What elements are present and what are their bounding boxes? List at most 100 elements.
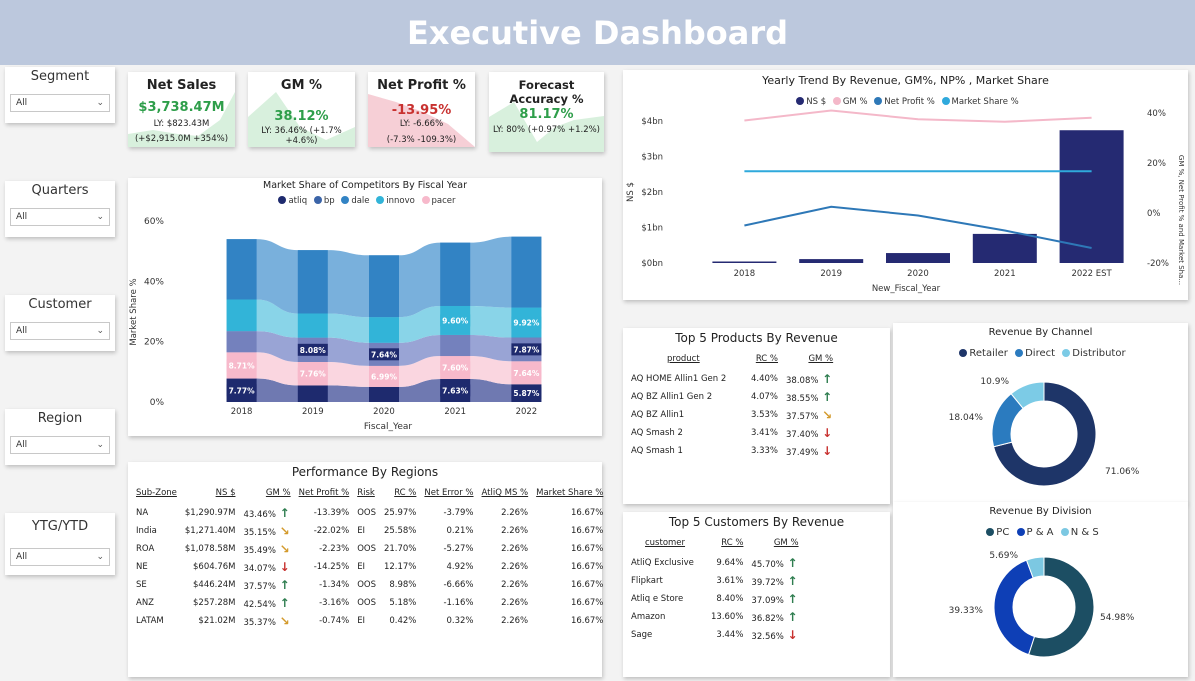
- x-tick-label: 2022: [516, 407, 538, 417]
- risk-cell: OOS: [357, 544, 376, 554]
- slice-p-a[interactable]: [993, 559, 1036, 656]
- legend-item-distributor[interactable]: Distributor: [1058, 348, 1126, 359]
- bar-innovo-2019[interactable]: [297, 313, 328, 338]
- table-row[interactable]: AtliQ Exclusive 9.64% 45.70% ↑: [627, 554, 803, 572]
- table-row[interactable]: AQ BZ Allin1 Gen 2 4.07% 38.55% ↑: [627, 388, 837, 406]
- net-profit-card[interactable]: Net Profit % -13.95% LY: -6.66% (-7.3% -…: [368, 72, 475, 147]
- ytg-ytd-dropdown[interactable]: All ⌄: [10, 548, 110, 566]
- bar-dale-2022[interactable]: [511, 236, 542, 308]
- table-row[interactable]: AQ BZ Allin1 3.53% 37.57% ↘: [627, 406, 837, 424]
- table-row[interactable]: AQ Smash 2 3.41% 37.40% ↓: [627, 424, 837, 442]
- legend-item-direct[interactable]: Direct: [1011, 348, 1055, 359]
- col-header[interactable]: product: [667, 354, 700, 364]
- col-header[interactable]: AtliQ MS %: [481, 488, 529, 498]
- legend-item-pacer[interactable]: pacer: [418, 196, 456, 206]
- slicer-value: All: [16, 552, 28, 562]
- table-row[interactable]: LATAM $21.02M 35.37% ↘ -0.74% EI 0.42% 0.32% 2.…: [132, 612, 607, 630]
- gm-cell: 37.09% ↑: [751, 592, 798, 606]
- table-row[interactable]: AQ HOME Allin1 Gen 2 4.40% 38.08% ↑: [627, 370, 837, 388]
- kpi-last-year: LY: 36.46% (+1.7% +4.6%): [261, 126, 342, 146]
- col-header[interactable]: Net Profit %: [298, 488, 350, 498]
- table-row[interactable]: AQ Smash 1 3.33% 37.49% ↓: [627, 442, 837, 460]
- legend-dot-icon: [1015, 349, 1024, 357]
- col-header[interactable]: GM %: [265, 488, 291, 498]
- net-sales-card[interactable]: Net Sales $3,738.47M LY: $823.43M (+$2,9…: [128, 72, 235, 147]
- col-header[interactable]: GM %: [773, 538, 799, 548]
- bar-bp-2018[interactable]: [226, 331, 257, 353]
- table-row[interactable]: NE $604.76M 34.07% ↓ -14.25% EI 12.17% 4.92% 2.…: [132, 558, 607, 576]
- data-label-bg: [297, 343, 328, 356]
- col-header[interactable]: customer: [645, 538, 686, 548]
- legend-label: PC: [996, 527, 1010, 538]
- bar-ns-2022 EST[interactable]: [1059, 130, 1124, 263]
- gm-card[interactable]: GM % 38.12% LY: 36.46% (+1.7% +4.6%): [248, 72, 355, 147]
- table-row[interactable]: Flipkart 3.61% 39.72% ↑: [627, 572, 803, 590]
- table-row[interactable]: ANZ $257.28M 42.54% ↑ -3.16% OOS 5.18% -1.16% 2…: [132, 594, 607, 612]
- table-row[interactable]: ROA $1,078.58M 35.49% ↘ -2.23% OOS 21.70% -5.2…: [132, 540, 607, 558]
- col-header[interactable]: Net Error %: [424, 488, 474, 498]
- data-label-bg: [440, 384, 471, 397]
- net-profit-cell: -1.34%: [319, 580, 350, 590]
- legend-item-retailer[interactable]: Retailer: [955, 348, 1008, 359]
- legend-item-atliq[interactable]: atliq: [274, 196, 307, 206]
- data-label-bg: [369, 370, 399, 383]
- col-header[interactable]: RC %: [755, 354, 779, 364]
- bar-ns-2019[interactable]: [799, 259, 864, 263]
- table-row[interactable]: Amazon 13.60% 36.82% ↑: [627, 608, 803, 626]
- legend-item-gm[interactable]: GM %: [829, 97, 868, 107]
- line-gm-[interactable]: [744, 109, 1092, 123]
- bar-ns-2018[interactable]: [712, 261, 777, 264]
- slice-n-s[interactable]: [1025, 556, 1045, 579]
- table-row[interactable]: NA $1,290.97M 43.46% ↑ -13.39% OOS 25.97% -3.7…: [132, 504, 607, 522]
- gm-cell: 32.56% ↓: [751, 628, 798, 642]
- legend-item-ns[interactable]: N & S: [1057, 527, 1099, 538]
- slice-distributor[interactable]: [1010, 381, 1045, 410]
- col-header[interactable]: GM %: [808, 354, 834, 364]
- market-share-cell: 16.67%: [570, 616, 604, 626]
- region-dropdown[interactable]: All ⌄: [10, 436, 110, 454]
- bar-bp-2021[interactable]: [440, 334, 471, 357]
- legend-dot-icon: [421, 196, 430, 204]
- bar-ns-2020[interactable]: [886, 253, 950, 263]
- table-row[interactable]: SE $446.24M 37.57% ↑ -1.34% OOS 8.98% -6.66% 2.…: [132, 576, 607, 594]
- bar-innovo-2018[interactable]: [226, 299, 257, 332]
- col-header[interactable]: Sub-Zone: [136, 488, 177, 498]
- y-tick-label: $0bn: [641, 259, 663, 269]
- legend-item-pa[interactable]: P & A: [1013, 527, 1054, 538]
- legend-item-net-profit[interactable]: Net Profit %: [870, 97, 935, 107]
- bar-dale-2019[interactable]: [297, 250, 328, 314]
- bar-dale-2020[interactable]: [369, 255, 399, 318]
- legend-item-bp[interactable]: bp: [310, 196, 335, 206]
- col-header[interactable]: Market Share %: [536, 488, 604, 498]
- forecast-accuracy-card[interactable]: Forecast Accuracy % 81.17% LY: 80% (+0.9…: [489, 72, 604, 152]
- col-header[interactable]: RC %: [394, 488, 417, 498]
- slice-pc[interactable]: [1027, 556, 1095, 658]
- col-header[interactable]: RC %: [721, 538, 744, 548]
- col-header[interactable]: Risk: [357, 488, 375, 498]
- slice-retailer[interactable]: [992, 381, 1097, 487]
- legend-dot-icon: [376, 196, 385, 204]
- table-row[interactable]: Atliq e Store 8.40% 37.09% ↑: [627, 590, 803, 608]
- name-cell: AQ Smash 1: [631, 446, 683, 456]
- legend-item-dale[interactable]: dale: [337, 196, 370, 206]
- legend-item-pc[interactable]: PC: [982, 527, 1009, 538]
- bar-innovo-2020[interactable]: [369, 317, 399, 343]
- customer-dropdown[interactable]: All ⌄: [10, 322, 110, 340]
- table-row[interactable]: Sage 3.44% 32.56% ↓: [627, 626, 803, 644]
- rc-cell: 5.18%: [389, 598, 417, 608]
- bar-dale-2021[interactable]: [440, 242, 471, 306]
- bar-atliq-2020[interactable]: [369, 386, 399, 402]
- legend-item-innovo[interactable]: innovo: [372, 196, 415, 206]
- legend-item-market-share[interactable]: Market Share %: [938, 97, 1019, 107]
- line-net-profit-[interactable]: [744, 205, 1092, 249]
- market-share-chart-card: Market Share of Competitors By Fiscal Ye…: [128, 178, 602, 436]
- chart-title: Revenue By Division: [989, 506, 1092, 517]
- bar-atliq-2019[interactable]: [297, 385, 328, 402]
- bar-dale-2018[interactable]: [226, 239, 257, 300]
- segment-dropdown[interactable]: All ⌄: [10, 94, 110, 112]
- table-row[interactable]: India $1,271.40M 35.15% ↘ -22.02% EI 25.58% 0.…: [132, 522, 607, 540]
- quarters-dropdown[interactable]: All ⌄: [10, 208, 110, 226]
- col-header[interactable]: NS $: [215, 488, 236, 498]
- legend-item-ns[interactable]: NS $: [792, 97, 826, 107]
- bar-ns-2021[interactable]: [972, 233, 1037, 263]
